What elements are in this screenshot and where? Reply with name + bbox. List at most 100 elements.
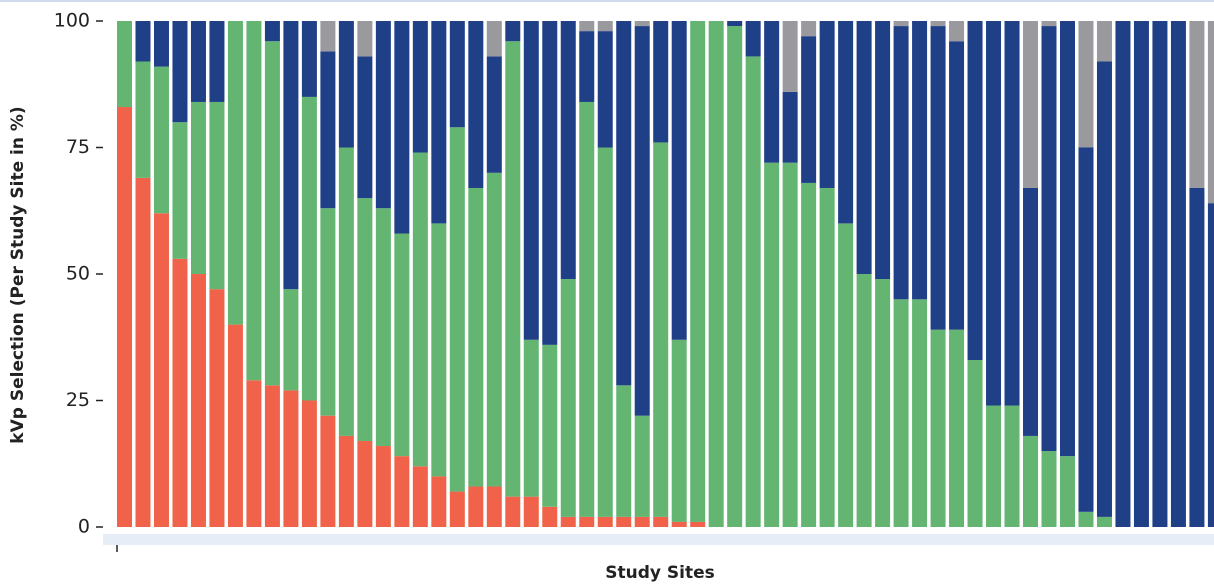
bar-segment	[117, 21, 132, 108]
bar-segment	[135, 21, 151, 62]
bar-segment	[597, 31, 613, 148]
y-tick-label: 25	[66, 389, 90, 411]
bar-segment	[412, 21, 428, 153]
bar-segment	[560, 21, 576, 280]
bar-segment	[246, 21, 262, 381]
bar-segment	[486, 56, 502, 173]
bar-segment	[486, 21, 502, 57]
bar-segment	[468, 187, 484, 487]
bar-segment	[1041, 451, 1057, 527]
bar-segment	[1004, 21, 1020, 406]
bar-segment	[172, 122, 188, 259]
bar-segment	[597, 147, 613, 517]
bar-segment	[634, 415, 650, 517]
bar-segment	[505, 496, 521, 527]
bar-segment	[375, 21, 391, 209]
y-tick-label: 50	[66, 263, 90, 285]
bar-segment	[1096, 61, 1112, 517]
bar-segment	[782, 91, 798, 163]
bar-segment	[653, 142, 669, 517]
bar-segment	[486, 172, 502, 487]
bar-segment	[671, 521, 687, 527]
bar-segment	[301, 21, 317, 97]
bar-segment	[893, 299, 909, 527]
bar-segment	[949, 329, 965, 527]
bar-segment	[912, 21, 928, 300]
bar-segment	[431, 223, 447, 477]
bar-segment	[1004, 405, 1020, 527]
y-axis-title: kVp Selection (Per Study Site in %)	[8, 106, 28, 443]
bar-segment	[671, 339, 687, 522]
bar-segment	[153, 66, 169, 214]
bar-segment	[320, 415, 336, 527]
bar-segment	[1078, 21, 1094, 148]
bar-segment	[1207, 203, 1214, 527]
bar-segment	[967, 360, 983, 527]
bar-segment	[1207, 21, 1214, 204]
bar-segment	[505, 41, 521, 497]
bar-segment	[801, 182, 817, 528]
y-tick-label: 75	[66, 136, 90, 158]
bar-segment	[986, 21, 1002, 406]
bar-segment	[875, 21, 891, 280]
bar-segment	[246, 380, 262, 527]
bar-segment	[357, 440, 373, 527]
y-tick-label: 0	[78, 516, 90, 538]
bar-segment	[1023, 21, 1039, 188]
bar-segment	[394, 456, 410, 527]
bar-segment	[172, 258, 188, 527]
bar-segment	[967, 21, 983, 361]
bar-segment	[449, 127, 465, 492]
bar-segment	[320, 21, 336, 52]
bar-segment	[523, 21, 539, 340]
bar-segment	[1189, 21, 1205, 188]
bar-segment	[690, 21, 706, 522]
bar-segment	[560, 279, 576, 517]
bar-segment	[320, 51, 336, 209]
bar-segment	[264, 21, 280, 42]
bar-segment	[1170, 21, 1186, 527]
bar-segment	[1041, 21, 1057, 27]
bar-segment	[708, 21, 724, 527]
bar-segment	[153, 21, 169, 67]
bar-segment	[375, 446, 391, 527]
bar-segment	[727, 21, 743, 27]
bar-segment	[357, 198, 373, 441]
bar-segment	[209, 289, 225, 527]
bar-segment	[727, 26, 743, 528]
bar-segment	[690, 521, 706, 527]
bar-segment	[893, 26, 909, 300]
bar-segment	[801, 36, 817, 183]
bar-segment	[782, 162, 798, 527]
bar-segment	[949, 21, 965, 42]
bar-segment	[764, 21, 780, 163]
bar-segment	[412, 466, 428, 527]
bar-segment	[819, 21, 835, 188]
bar-segment	[616, 516, 632, 527]
bar-segment	[838, 223, 854, 527]
bar-segment	[653, 21, 669, 143]
bar-segment	[412, 152, 428, 467]
bar-segment	[1078, 147, 1094, 512]
bar-segment	[375, 208, 391, 447]
bar-segment	[875, 279, 891, 527]
bar-segment	[338, 435, 354, 527]
bar-segment	[634, 516, 650, 527]
bar-segment	[190, 21, 206, 102]
bar-segment	[542, 506, 558, 527]
bar-segment	[468, 21, 484, 188]
bar-segment	[468, 486, 484, 527]
bar-segment	[930, 21, 946, 27]
bar-segment	[283, 21, 299, 290]
bar-segment	[523, 339, 539, 497]
bar-segment	[1023, 187, 1039, 436]
bar-segment	[209, 101, 225, 290]
bar-segment	[856, 274, 872, 527]
bar-segment	[856, 21, 872, 274]
bar-segment	[283, 289, 299, 391]
x-axis-band	[103, 534, 1214, 545]
bar-segment	[542, 21, 558, 345]
bar-segment	[172, 21, 188, 123]
bar-segment	[227, 21, 243, 325]
bar-segment	[449, 491, 465, 527]
